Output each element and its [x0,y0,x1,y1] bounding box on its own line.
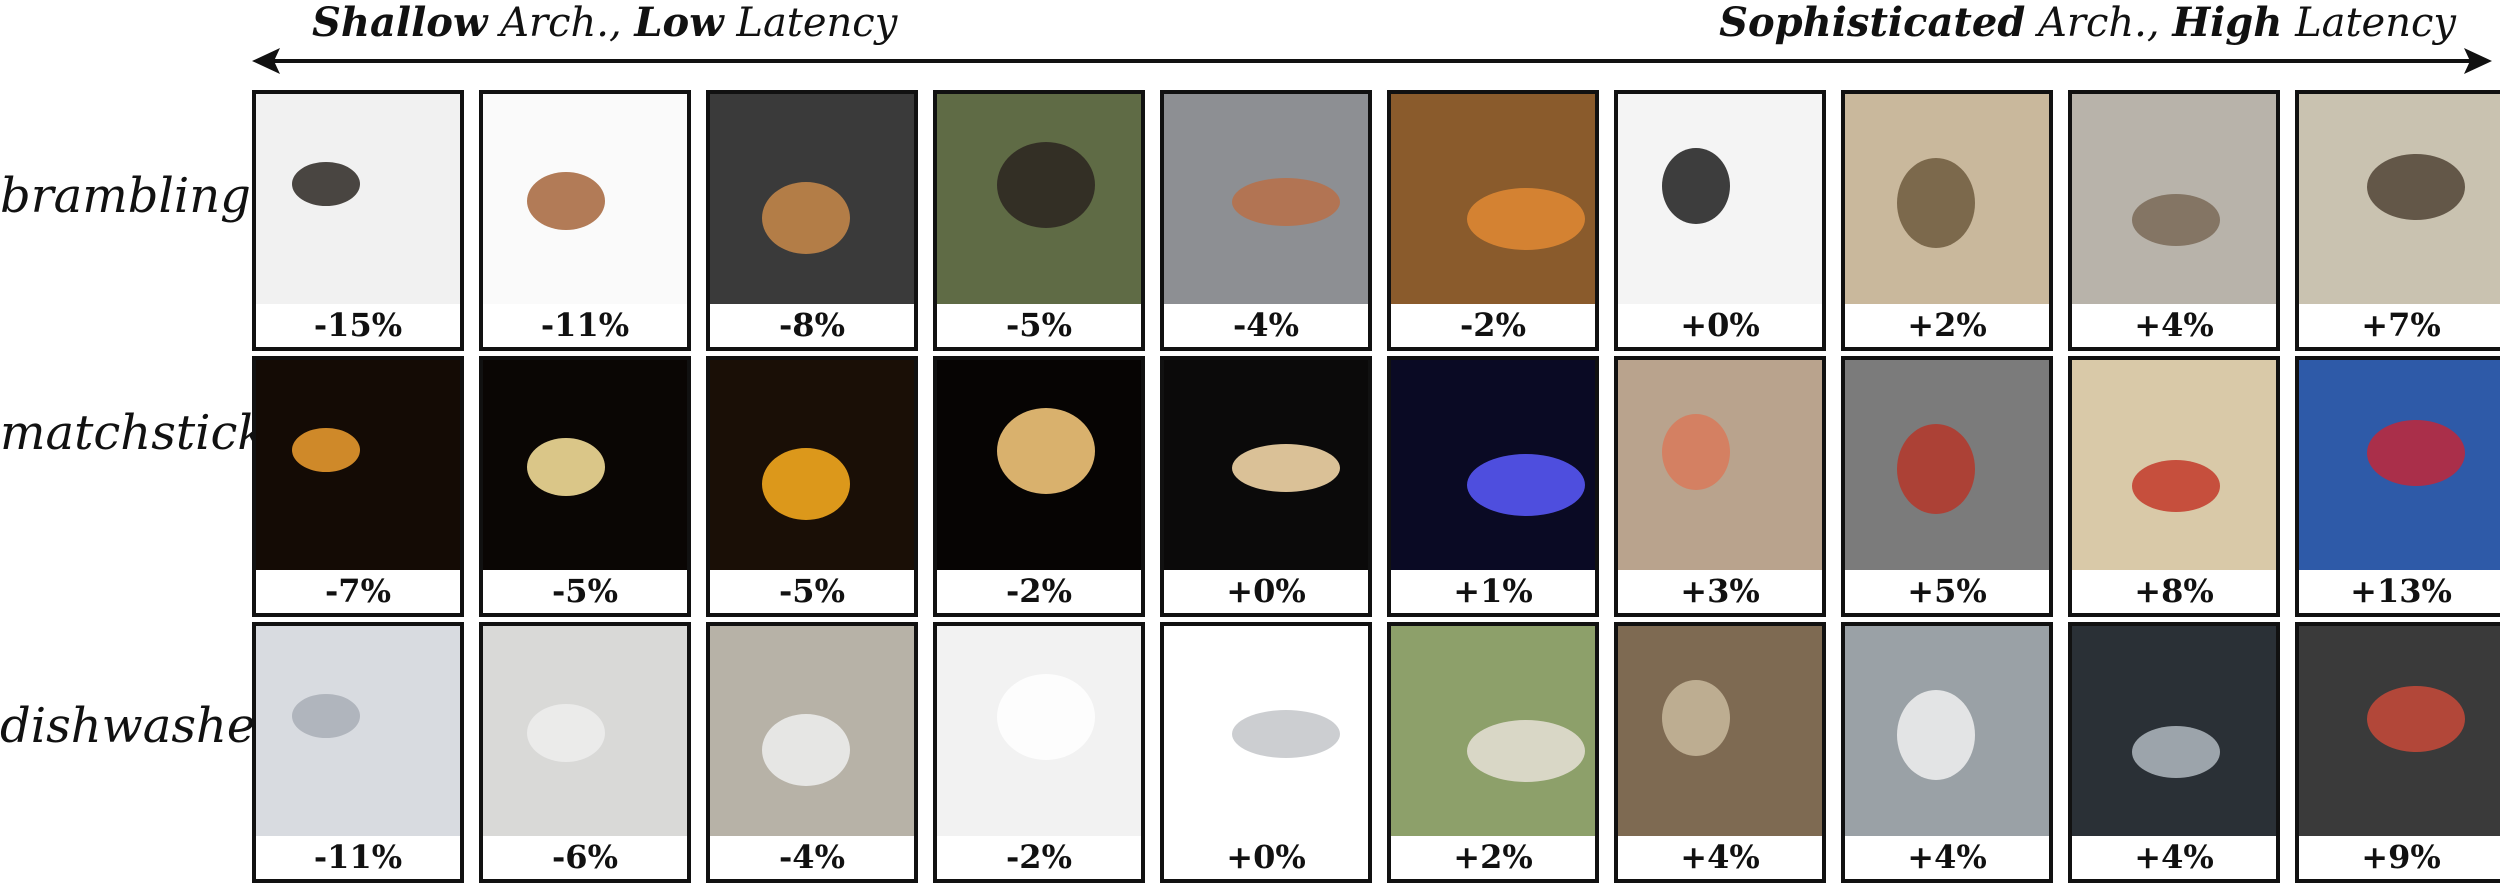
image-tile: -15% [252,90,464,351]
thumbnail-image [2299,626,2500,836]
image-tile: -7% [252,356,464,617]
image-tile: +4% [1614,622,1826,883]
thumbnail-image [1164,360,1368,570]
image-tile: +4% [2068,90,2280,351]
latency-change-label: +4% [2072,836,2276,879]
image-tile: -6% [479,622,691,883]
image-tile: +3% [1614,356,1826,617]
latency-change-label: +0% [1164,836,1368,879]
latency-change-label: -8% [710,304,914,347]
thumbnail-image [1845,626,2049,836]
image-tile: +4% [1841,622,2053,883]
image-tile: -11% [252,622,464,883]
image-tile: -5% [479,356,691,617]
thumbnail-image [1391,360,1595,570]
thumbnail-image [1164,94,1368,304]
image-tile: +7% [2295,90,2500,351]
thumbnail-image [1391,626,1595,836]
thumbnail-image [1618,626,1822,836]
row-label-brambling: brambling [0,168,251,224]
thumbnail-image [937,360,1141,570]
image-tile: -2% [933,622,1145,883]
latency-change-label: -2% [937,570,1141,613]
image-tile: -5% [933,90,1145,351]
image-tile: +9% [2295,622,2500,883]
latency-change-label: +0% [1164,570,1368,613]
thumbnail-image [256,360,460,570]
thumbnail-image [483,360,687,570]
header-right-label: Sophisticated Arch., High Latency [1719,0,2456,46]
latency-change-label: +4% [1845,836,2049,879]
latency-change-label: +7% [2299,304,2500,347]
thumbnail-image [483,94,687,304]
thumbnail-image [2072,626,2276,836]
latency-change-label: -2% [1391,304,1595,347]
image-tile: +13% [2295,356,2500,617]
image-tile: +2% [1841,90,2053,351]
image-tile: +0% [1614,90,1826,351]
thumbnail-image [1845,360,2049,570]
image-tile: -5% [706,356,918,617]
latency-change-label: +9% [2299,836,2500,879]
thumbnail-image [1845,94,2049,304]
latency-change-label: +2% [1845,304,2049,347]
image-tile: -8% [706,90,918,351]
thumbnail-image [2299,360,2500,570]
image-tile: +5% [1841,356,2053,617]
image-tile: -11% [479,90,691,351]
image-tile: +1% [1387,356,1599,617]
thumbnail-image [1618,360,1822,570]
thumbnail-image [710,360,914,570]
row-label-dishwasher: dishwasher [0,698,279,754]
thumbnail-image [1391,94,1595,304]
latency-change-label: +8% [2072,570,2276,613]
double-arrow-icon [252,48,2492,74]
latency-change-label: -2% [937,836,1141,879]
latency-change-label: -15% [256,304,460,347]
image-tile: -2% [933,356,1145,617]
latency-change-label: -11% [256,836,460,879]
thumbnail-image [2072,94,2276,304]
latency-change-label: +2% [1391,836,1595,879]
latency-change-label: -4% [1164,304,1368,347]
latency-change-label: +4% [2072,304,2276,347]
latency-change-label: -5% [710,570,914,613]
latency-change-label: -7% [256,570,460,613]
latency-change-label: -5% [483,570,687,613]
latency-change-label: -4% [710,836,914,879]
latency-change-label: +13% [2299,570,2500,613]
thumbnail-image [1618,94,1822,304]
thumbnail-image [937,626,1141,836]
thumbnail-image [1164,626,1368,836]
image-tile: +4% [2068,622,2280,883]
latency-change-label: +4% [1618,836,1822,879]
row-label-matchstick: matchstick [0,405,267,461]
thumbnail-image [710,94,914,304]
thumbnail-image [710,626,914,836]
latency-change-label: -11% [483,304,687,347]
thumbnail-image [2299,94,2500,304]
latency-change-label: -5% [937,304,1141,347]
header-left-label: Shallow Arch., Low Latency [312,0,898,46]
thumbnail-image [937,94,1141,304]
latency-change-label: +5% [1845,570,2049,613]
latency-change-label: +1% [1391,570,1595,613]
image-tile: +8% [2068,356,2280,617]
thumbnail-image [256,94,460,304]
latency-change-label: +0% [1618,304,1822,347]
image-tile: -4% [706,622,918,883]
image-tile: -4% [1160,90,1372,351]
latency-change-label: +3% [1618,570,1822,613]
image-tile: +0% [1160,622,1372,883]
image-tile: +0% [1160,356,1372,617]
thumbnail-image [256,626,460,836]
thumbnail-image [483,626,687,836]
latency-change-label: -6% [483,836,687,879]
image-tile: -2% [1387,90,1599,351]
image-tile: +2% [1387,622,1599,883]
thumbnail-image [2072,360,2276,570]
